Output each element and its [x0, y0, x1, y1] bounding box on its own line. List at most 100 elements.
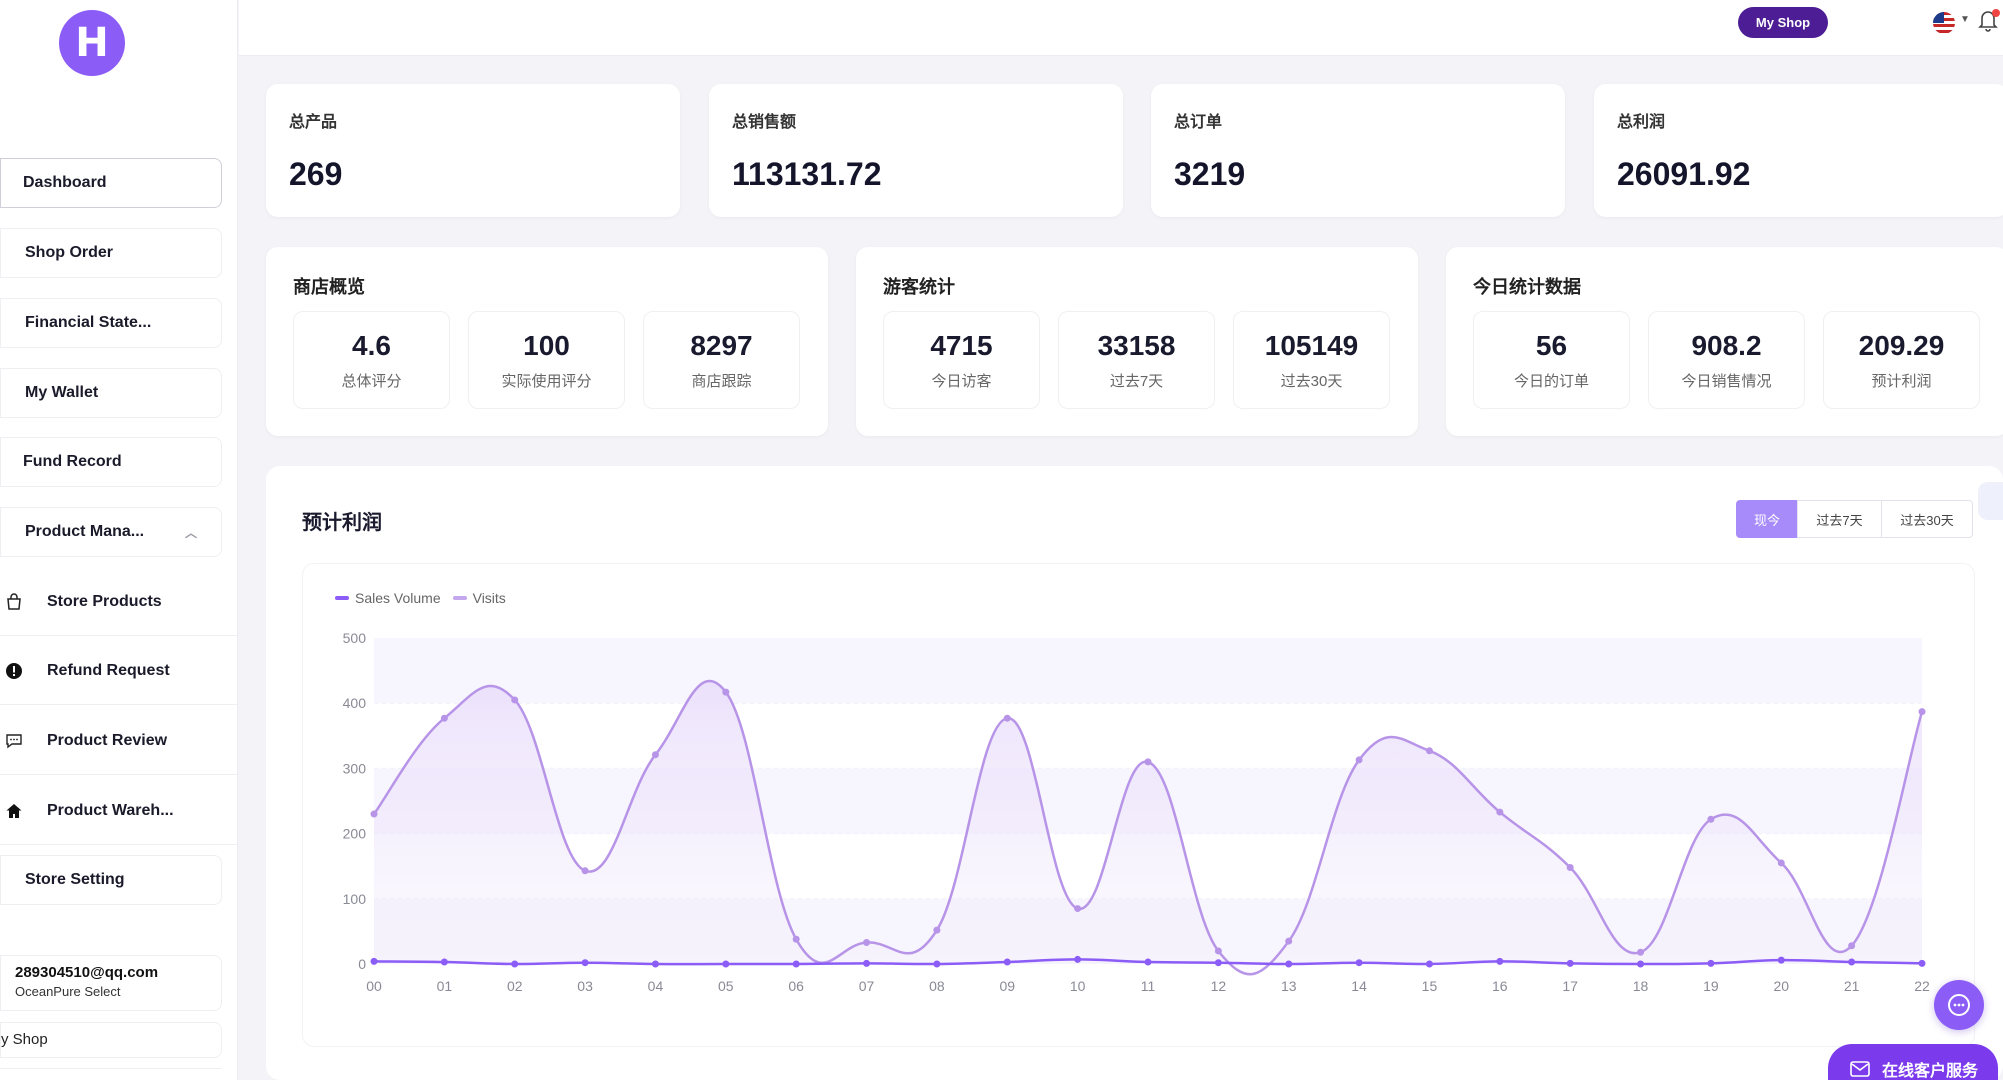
- nav-dashboard-label: Dashboard: [23, 174, 107, 191]
- tab-last-7-days[interactable]: 过去7天: [1797, 500, 1882, 538]
- sub-refund-label: Refund Request: [47, 661, 170, 679]
- user-shop-name: OceanPure Select: [15, 984, 121, 999]
- stat-tile: 4715 今日访客: [883, 311, 1040, 409]
- chart-frame: [302, 563, 1975, 1047]
- stat-label: 今日访客: [931, 373, 992, 390]
- stat-tile: 33158 过去7天: [1058, 311, 1215, 409]
- online-support-label: 在线客户服务: [1882, 1063, 1979, 1080]
- home-icon: [4, 801, 24, 821]
- stat-value: 33158: [1097, 330, 1176, 361]
- stat-label: 商店跟踪: [691, 373, 752, 390]
- kpi-card-total-sales: 总销售额 113131.72: [709, 84, 1123, 217]
- sub-product-warehouse-label: Product Wareh...: [47, 801, 174, 819]
- kpi-card-total-profit: 总利润 26091.92: [1594, 84, 2003, 217]
- panel-today-stats: 今日统计数据 56 今日的订单 908.2 今日销售情况 209.29 预计利润: [1446, 247, 2003, 436]
- nav-shop-order-label: Shop Order: [25, 244, 114, 261]
- chart-legend: Sales Volume Visits: [335, 590, 518, 606]
- stat-label: 总体评分: [341, 373, 402, 390]
- online-support-button[interactable]: 在线客户服务: [1828, 1044, 1998, 1080]
- kpi-value: 3219: [1174, 156, 1246, 192]
- user-email: 289304510@qq.com: [15, 964, 159, 981]
- stat-value: 4.6: [352, 330, 391, 361]
- nav-my-wallet[interactable]: My Wallet: [0, 368, 222, 418]
- nav-store-setting-label: Store Setting: [25, 871, 125, 888]
- stat-tile: 4.6 总体评分: [293, 311, 450, 409]
- bell-icon[interactable]: [1978, 8, 2000, 32]
- stat-value: 8297: [690, 330, 753, 361]
- panel-title: 游客统计: [883, 277, 955, 297]
- nav-shop-order[interactable]: Shop Order: [0, 228, 222, 278]
- sub-store-products[interactable]: Store Products: [0, 568, 237, 636]
- kpi-title: 总利润: [1617, 114, 1666, 131]
- stat-label: 预计利润: [1871, 373, 1932, 390]
- stat-label: 过去30天: [1280, 373, 1343, 390]
- nav-product-mgmt-label: Product Mana...: [25, 523, 145, 540]
- alert-icon: [4, 661, 24, 681]
- kpi-title: 总产品: [289, 114, 338, 131]
- tab-today[interactable]: 现今: [1736, 500, 1798, 538]
- legend-item-sales[interactable]: Sales Volume: [335, 590, 441, 606]
- settings-side-tab[interactable]: [1978, 482, 2003, 520]
- nav-financial-statement[interactable]: Financial State...: [0, 298, 222, 348]
- nav-fund-label: Fund Record: [23, 453, 122, 470]
- panel-visitor-stats: 游客统计 4715 今日访客 33158 过去7天 105149 过去30天: [856, 247, 1418, 436]
- sub-product-review[interactable]: Product Review: [0, 707, 237, 775]
- stat-tile: 100 实际使用评分: [468, 311, 625, 409]
- panel-title: 商店概览: [293, 277, 365, 297]
- stat-value: 100: [523, 330, 570, 361]
- stat-value: 4715: [930, 330, 993, 361]
- kpi-title: 总订单: [1174, 114, 1223, 131]
- sub-product-warehouse[interactable]: Product Wareh...: [0, 777, 237, 845]
- kpi-title: 总销售额: [732, 114, 797, 131]
- stat-label: 实际使用评分: [501, 373, 592, 390]
- nav-financial-label: Financial State...: [25, 314, 152, 331]
- stat-label: 今日的订单: [1513, 373, 1589, 390]
- language-flag-icon[interactable]: [1933, 12, 1955, 34]
- legend-swatch: [335, 596, 349, 600]
- kpi-value: 113131.72: [732, 156, 882, 192]
- stat-tile: 56 今日的订单: [1473, 311, 1630, 409]
- sub-product-review-label: Product Review: [47, 731, 168, 749]
- my-shop-button[interactable]: My Shop: [1738, 7, 1828, 38]
- profit-chart-card: 预计利润 现今 过去7天 过去30天: [266, 466, 2003, 1080]
- stat-value: 105149: [1264, 330, 1359, 361]
- caret-down-icon[interactable]: ▼: [1960, 14, 1970, 25]
- stat-tile: 908.2 今日销售情况: [1648, 311, 1805, 409]
- stat-label: 过去7天: [1109, 373, 1164, 390]
- nav-fund-record[interactable]: Fund Record: [0, 437, 222, 487]
- tab-last-30-days[interactable]: 过去30天: [1881, 500, 1973, 538]
- panel-title: 今日统计数据: [1473, 277, 1581, 297]
- legend-label: Visits: [472, 590, 506, 606]
- shopping-bag-icon: [4, 592, 24, 612]
- legend-item-visits[interactable]: Visits: [452, 590, 506, 606]
- nav-store-setting[interactable]: Store Setting: [0, 855, 222, 905]
- chevron-up-icon: ︿: [184, 525, 197, 540]
- stat-tile: 8297 商店跟踪: [643, 311, 800, 409]
- kpi-value: 269: [289, 156, 343, 192]
- legend-label: Sales Volume: [355, 590, 441, 606]
- nav-dashboard[interactable]: Dashboard: [0, 158, 222, 208]
- nav-wallet-label: My Wallet: [25, 384, 99, 401]
- sidebar-my-shop-link[interactable]: y Shop: [0, 1022, 222, 1058]
- top-bar: [239, 0, 2003, 56]
- stat-value: 908.2: [1691, 330, 1762, 361]
- chart-title: 预计利润: [302, 512, 382, 534]
- chat-icon: [1948, 994, 1970, 1016]
- stat-tile: 105149 过去30天: [1233, 311, 1390, 409]
- app-logo[interactable]: H: [59, 10, 125, 76]
- sub-refund-request[interactable]: Refund Request: [0, 637, 237, 705]
- stat-label: 今日销售情况: [1681, 373, 1772, 390]
- legend-swatch: [452, 596, 467, 600]
- kpi-card-total-orders: 总订单 3219: [1151, 84, 1565, 217]
- stat-value: 209.29: [1858, 330, 1945, 361]
- user-account-card[interactable]: 289304510@qq.com OceanPure Select: [0, 955, 222, 1011]
- sidebar-next-link[interactable]: [0, 1068, 222, 1080]
- comment-icon: [4, 731, 24, 751]
- chat-bubble-button[interactable]: [1934, 980, 1984, 1030]
- stat-value: 56: [1535, 330, 1568, 361]
- nav-product-management[interactable]: Product Mana... ︿: [0, 507, 222, 557]
- panel-store-overview: 商店概览 4.6 总体评分 100 实际使用评分 8297 商店跟踪: [266, 247, 828, 436]
- kpi-card-total-products: 总产品 269: [266, 84, 680, 217]
- mail-icon: [1850, 1061, 1870, 1077]
- kpi-value: 26091.92: [1617, 156, 1751, 192]
